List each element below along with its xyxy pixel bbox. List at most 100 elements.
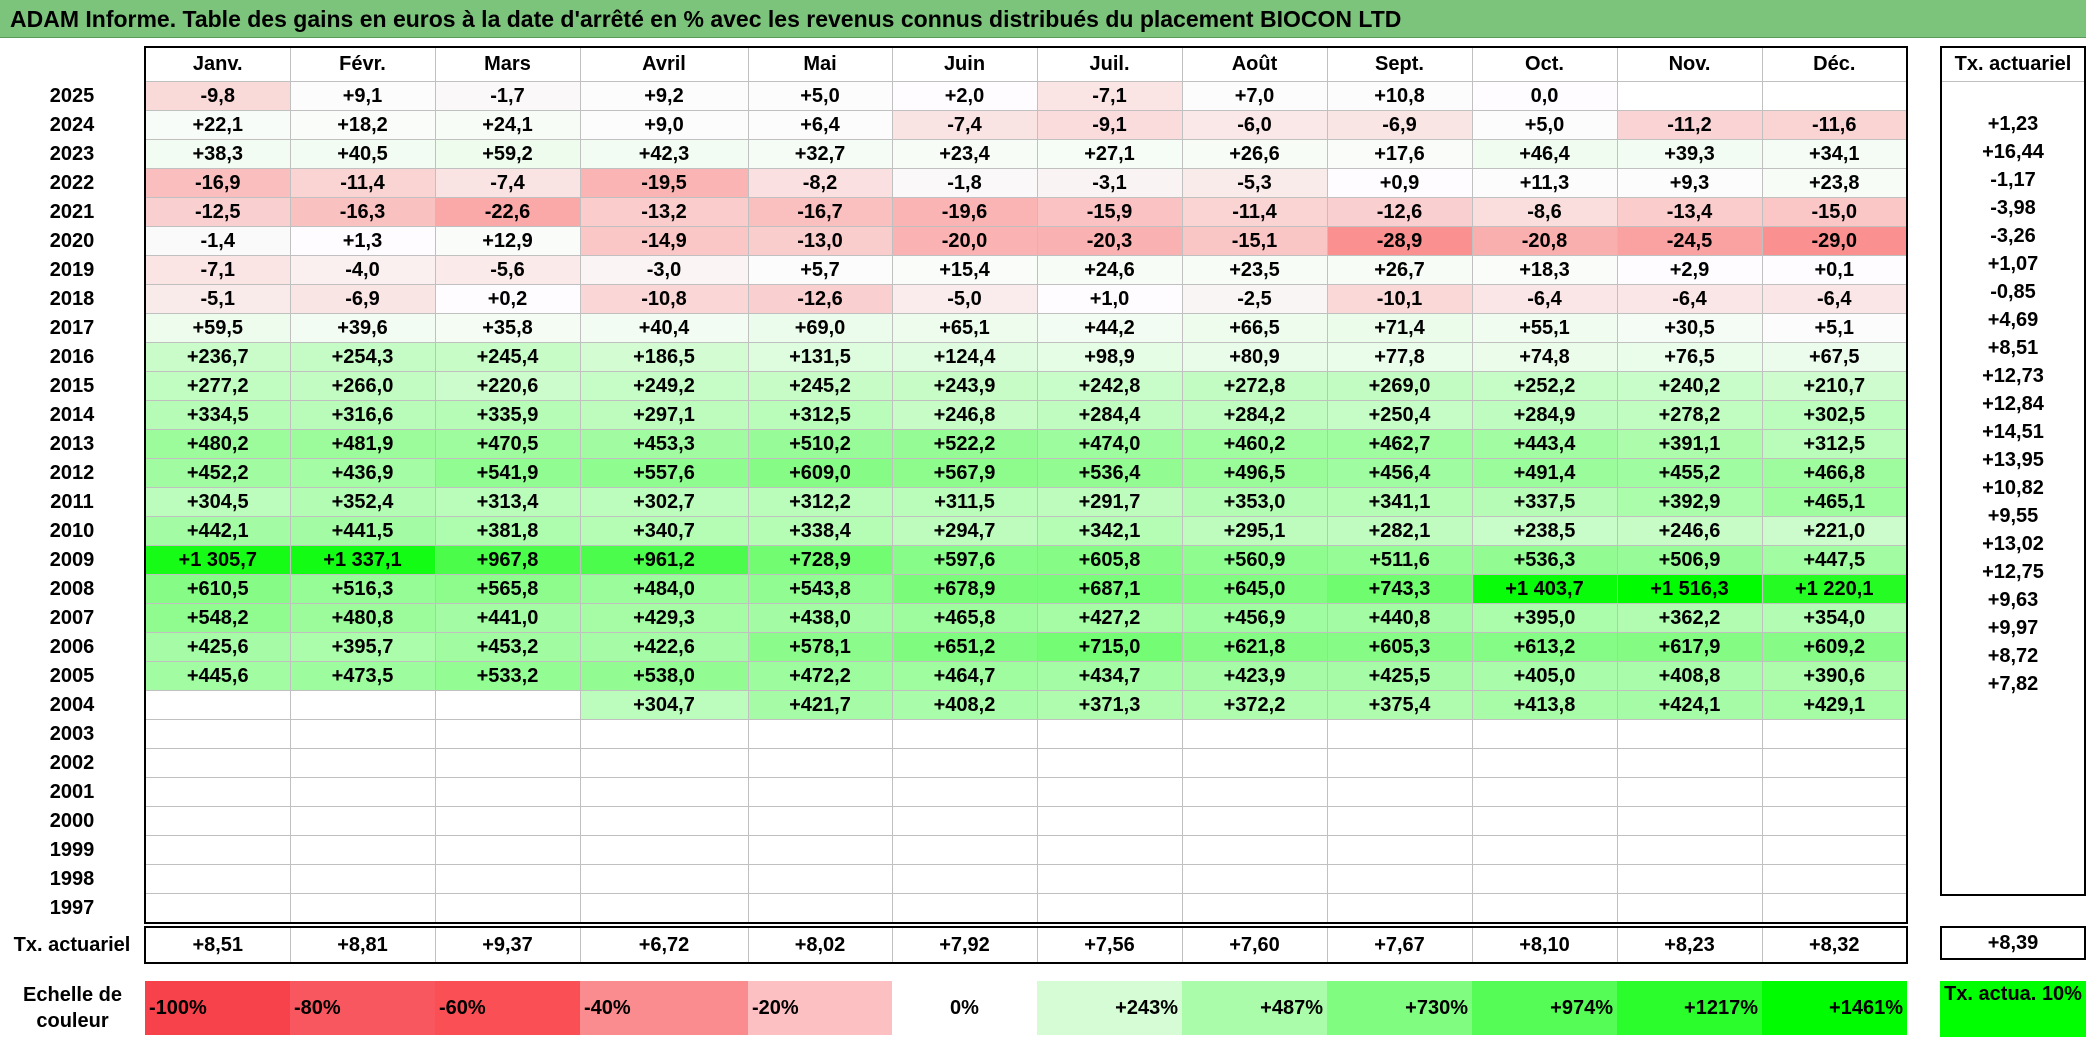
gain-cell: +442,1	[144, 516, 291, 546]
gain-cell	[1326, 835, 1473, 865]
gain-cell: +2,0	[891, 81, 1038, 111]
gain-cell	[579, 893, 749, 924]
gain-cell: -3,0	[579, 255, 749, 285]
gain-cell: +40,4	[579, 313, 749, 343]
gain-cell: +424,1	[1616, 690, 1763, 720]
gain-cell: +9,0	[579, 110, 749, 140]
gain-cell: -3,1	[1036, 168, 1183, 198]
gain-cell	[144, 719, 291, 749]
gain-cell	[1471, 777, 1618, 807]
gain-cell: -6,0	[1181, 110, 1328, 140]
gain-cell	[1181, 864, 1328, 894]
year-label: 2001	[49, 780, 95, 803]
gain-cell: +645,0	[1181, 574, 1328, 604]
gain-cell	[1471, 806, 1618, 836]
gain-cell	[1036, 777, 1183, 807]
summary-rate-cell: +7,67	[1326, 926, 1472, 964]
year-label: 2008	[49, 577, 95, 600]
gain-cell	[1181, 806, 1328, 836]
year-label: 2005	[49, 664, 95, 687]
gain-cell	[1326, 864, 1473, 894]
gain-cell: +557,6	[579, 458, 749, 488]
gain-cell: +313,4	[434, 487, 581, 517]
gain-cell: +210,7	[1761, 371, 1908, 401]
gain-cell	[1616, 777, 1763, 807]
gain-cell: -22,6	[434, 197, 581, 227]
gain-cell: -10,8	[579, 284, 749, 314]
month-header: Août	[1181, 46, 1328, 82]
gain-cell: +44,2	[1036, 313, 1183, 343]
gain-cell	[1761, 81, 1908, 111]
gain-cell: -4,0	[289, 255, 436, 285]
gains-table: Janv. Févr. Mars Avril Mai Juin Juil. Août Sept.…	[0, 46, 1908, 924]
annual-rate-cell: +12,84	[1940, 390, 2086, 418]
annual-rate-cell: +12,73	[1940, 362, 2086, 390]
gain-cell: +538,0	[579, 661, 749, 691]
gain-cell	[891, 777, 1038, 807]
gain-cell: +1 516,3	[1616, 574, 1763, 604]
gain-cell: +9,1	[289, 81, 436, 111]
gain-cell	[579, 806, 749, 836]
gain-cell: +354,0	[1761, 603, 1908, 633]
gain-cell: +27,1	[1036, 139, 1183, 169]
gain-cell: +7,0	[1181, 81, 1328, 111]
gain-cell: +372,2	[1181, 690, 1328, 720]
gain-cell: +26,6	[1181, 139, 1328, 169]
gain-cell: +456,9	[1181, 603, 1328, 633]
year-row: 2001	[0, 777, 1908, 807]
gain-cell	[1616, 893, 1763, 924]
year-row: 2000	[0, 806, 1908, 836]
gain-cell: +2,9	[1616, 255, 1763, 285]
gain-cell: +38,3	[144, 139, 291, 169]
annual-rate-header: Tx. actuariel	[1940, 46, 2086, 82]
gain-cell: +462,7	[1326, 429, 1473, 459]
gain-cell: -19,6	[891, 197, 1038, 227]
gain-cell: +423,9	[1181, 661, 1328, 691]
gain-cell: -7,1	[1036, 81, 1183, 111]
gain-cell: +245,2	[747, 371, 893, 401]
annual-rate-cell: -0,85	[1940, 278, 2086, 306]
gain-cell: +480,2	[144, 429, 291, 459]
summary-rate-cell: +7,56	[1036, 926, 1182, 964]
gain-cell: +278,2	[1616, 400, 1763, 430]
gain-cell: +24,6	[1036, 255, 1183, 285]
gain-cell: +10,8	[1326, 81, 1473, 111]
summary-rate-cell: +8,10	[1471, 926, 1617, 964]
year-row: 2011 +304,5 +352,4 +313,4 +302,7 +312,2 +311,5…	[0, 487, 1908, 517]
gain-cell: +18,2	[289, 110, 436, 140]
gain-cell: -28,9	[1326, 226, 1473, 256]
gain-cell	[1616, 748, 1763, 778]
gain-cell: -11,4	[289, 168, 436, 198]
gain-cell: -16,9	[144, 168, 291, 198]
scale-annual-rate-swatch: Tx. actua. 10%	[1940, 981, 2086, 1037]
gain-cell: +9,3	[1616, 168, 1763, 198]
gain-cell: +1,0	[1036, 284, 1183, 314]
gain-cell: -15,0	[1761, 197, 1908, 227]
gain-cell: +46,4	[1471, 139, 1618, 169]
gain-cell: +312,2	[747, 487, 893, 517]
summary-rate-cell: +8,23	[1616, 926, 1762, 964]
scale-swatch: 0%	[892, 981, 1037, 1035]
gain-cell: +342,1	[1036, 516, 1183, 546]
gain-cell	[434, 777, 581, 807]
gain-cell	[1326, 777, 1473, 807]
gain-cell: +352,4	[289, 487, 436, 517]
gain-cell: -7,4	[434, 168, 581, 198]
scale-swatch: -100%	[145, 981, 290, 1035]
gain-cell: -6,9	[289, 284, 436, 314]
gain-cell: +0,9	[1326, 168, 1473, 198]
gain-cell: +266,0	[289, 371, 436, 401]
gain-cell: +466,8	[1761, 458, 1908, 488]
corner-cell	[0, 47, 145, 82]
gain-cell: +392,9	[1616, 487, 1763, 517]
monthly-rate-summary: Tx. actuariel +8,51 +8,81 +9,37 +6,72 +8,02 +7…	[0, 926, 1908, 964]
month-header: Juin	[891, 46, 1038, 82]
gain-cell: +605,8	[1036, 545, 1183, 575]
summary-rate-cell: +8,32	[1761, 926, 1908, 964]
gain-cell: +22,1	[144, 110, 291, 140]
gain-cell	[747, 893, 893, 924]
gain-cell: +39,3	[1616, 139, 1763, 169]
gain-cell: +17,6	[1326, 139, 1473, 169]
gain-cell: +42,3	[579, 139, 749, 169]
gain-cell: +65,1	[891, 313, 1038, 343]
